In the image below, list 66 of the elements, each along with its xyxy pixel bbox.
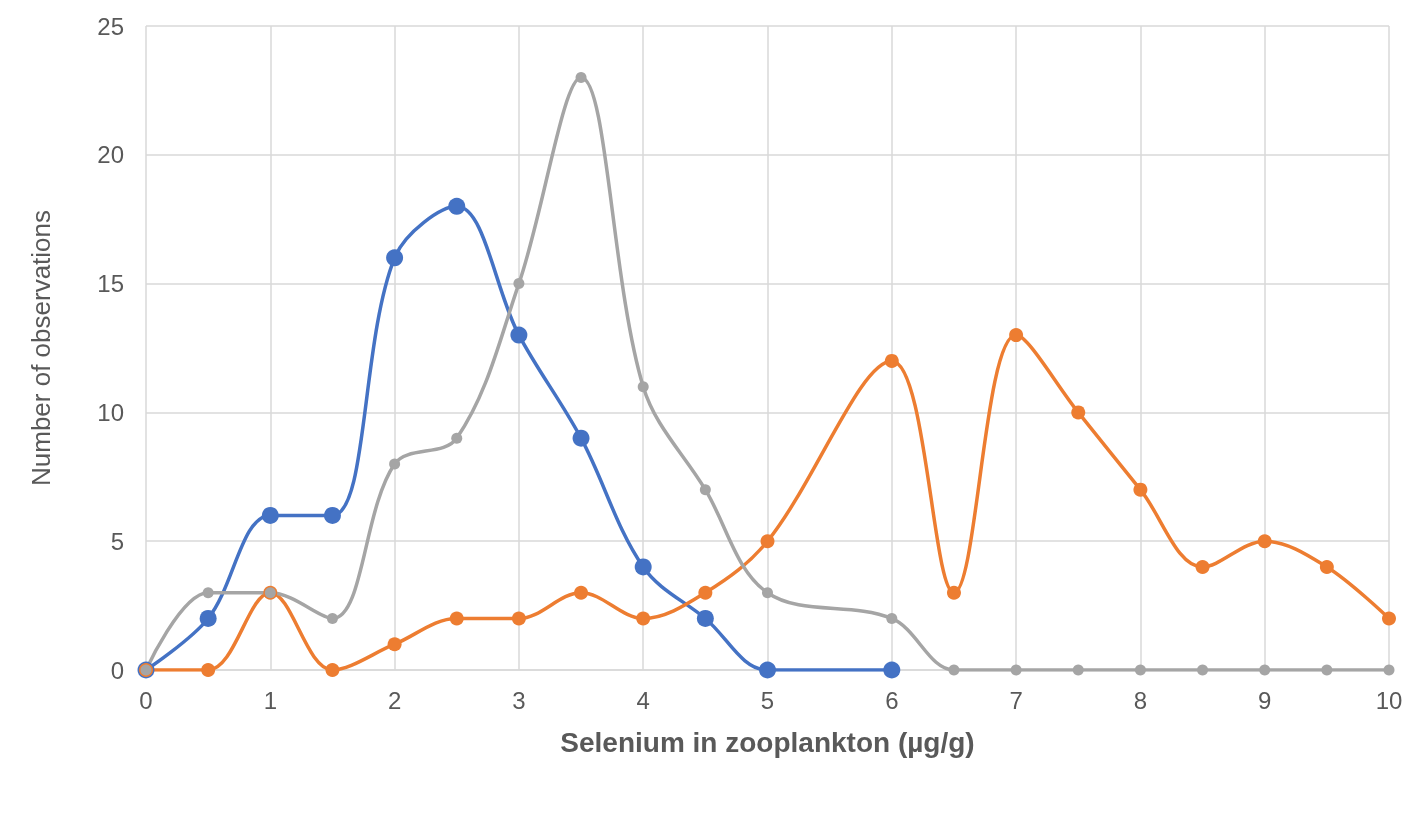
point	[1259, 664, 1271, 676]
point	[886, 612, 898, 624]
point	[699, 484, 711, 496]
y-tick-label: 0	[110, 656, 124, 684]
point	[1134, 664, 1146, 676]
point	[1010, 664, 1022, 676]
point	[883, 661, 901, 679]
point	[513, 278, 525, 290]
x-tick-label: 4	[636, 686, 650, 714]
point	[1071, 405, 1086, 420]
point	[386, 249, 404, 267]
point	[1072, 664, 1084, 676]
point	[451, 432, 463, 444]
point	[948, 664, 960, 676]
point	[1257, 534, 1272, 549]
x-tick-label: 10	[1375, 686, 1403, 714]
point	[202, 587, 214, 599]
point	[261, 506, 279, 524]
point	[1133, 482, 1148, 497]
x-tick-label: 7	[1009, 686, 1023, 714]
point	[759, 661, 776, 679]
point	[326, 612, 338, 624]
point	[760, 534, 775, 549]
point	[389, 458, 401, 470]
point	[1382, 611, 1396, 626]
x-tick-label: 6	[885, 686, 899, 714]
point	[510, 326, 528, 344]
x-tick-label: 5	[760, 686, 775, 714]
point	[575, 72, 587, 84]
point	[325, 663, 340, 677]
point	[1195, 559, 1210, 574]
point	[201, 663, 216, 677]
point	[574, 585, 589, 600]
point	[884, 353, 899, 368]
point	[449, 611, 464, 626]
point	[1321, 664, 1333, 676]
point	[448, 197, 466, 215]
point	[1197, 664, 1209, 676]
point	[387, 637, 402, 652]
point	[762, 587, 773, 599]
point	[1383, 664, 1395, 676]
y-tick-label: 25	[97, 12, 124, 40]
x-tick-label: 2	[387, 686, 402, 714]
point	[511, 611, 526, 626]
point	[696, 609, 714, 627]
y-tick-label: 5	[110, 527, 124, 555]
x-axis-title: Selenium in zooplankton (µg/g)	[560, 726, 975, 758]
point	[323, 506, 341, 524]
y-tick-label: 10	[97, 398, 124, 426]
y-tick-label: 20	[97, 141, 124, 169]
x-tick-label: 1	[263, 686, 277, 714]
x-tick-label: 3	[512, 686, 526, 714]
point	[946, 585, 961, 600]
point	[1319, 559, 1334, 574]
y-tick-label: 15	[97, 270, 124, 298]
point	[698, 585, 713, 600]
point	[637, 381, 649, 393]
point	[572, 429, 590, 447]
x-tick-label: 9	[1258, 686, 1272, 714]
point	[634, 558, 652, 576]
y-axis-title: Number of observations	[26, 209, 56, 487]
x-tick-label: 0	[139, 686, 153, 714]
point	[199, 609, 217, 627]
point	[636, 611, 651, 626]
point	[1009, 328, 1024, 343]
x-tick-label: 8	[1133, 686, 1148, 714]
